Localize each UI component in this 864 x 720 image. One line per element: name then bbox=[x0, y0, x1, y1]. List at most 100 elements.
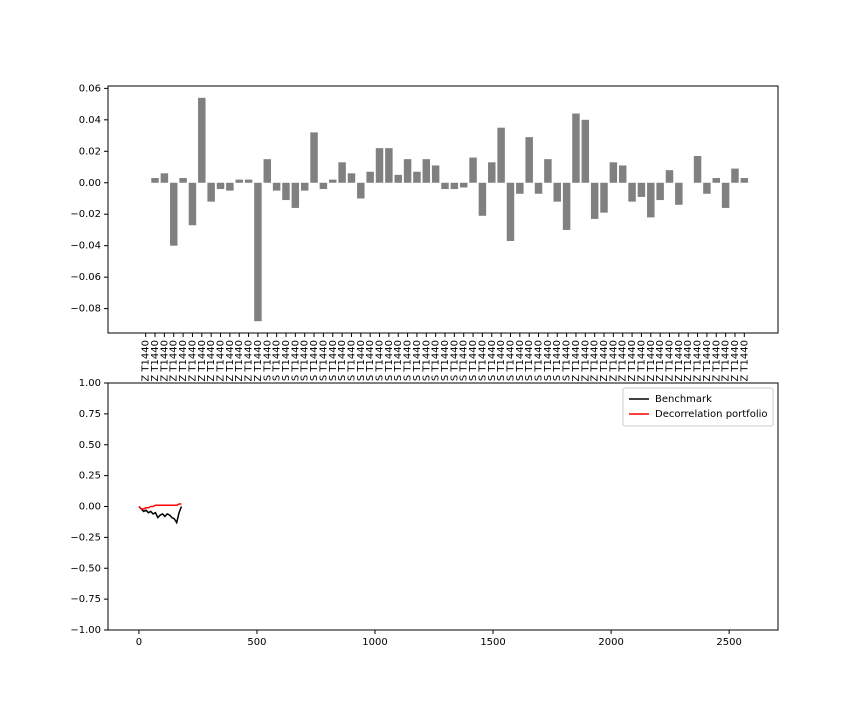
bar bbox=[366, 171, 374, 183]
bar bbox=[618, 165, 627, 183]
bar bbox=[282, 182, 290, 201]
x-tick-label: S T1440 bbox=[337, 340, 348, 381]
x-tick-label: S T1440 bbox=[300, 340, 311, 381]
x-tick-label: Z T1440 bbox=[599, 340, 610, 382]
x-tick-label: Z T1440 bbox=[169, 340, 180, 382]
bar bbox=[431, 165, 440, 183]
x-tick-label: S T1440 bbox=[515, 340, 526, 381]
bar bbox=[525, 137, 533, 183]
bar bbox=[244, 179, 253, 183]
x-tick-label: S T1440 bbox=[459, 340, 470, 381]
bar bbox=[693, 156, 702, 183]
x-tick-label: S T1440 bbox=[281, 340, 292, 381]
bar bbox=[665, 170, 674, 183]
bar bbox=[385, 148, 393, 183]
x-tick-label: Z T1440 bbox=[234, 340, 245, 382]
series-line bbox=[138, 503, 182, 510]
bar bbox=[347, 173, 356, 183]
bar bbox=[675, 182, 683, 205]
x-tick-label: S T1440 bbox=[543, 340, 554, 381]
bar bbox=[310, 132, 318, 183]
bar bbox=[319, 182, 328, 190]
x-tick-label: S T1440 bbox=[487, 340, 498, 381]
x-tick-label: S T1440 bbox=[449, 340, 460, 381]
y-tick-label: 0.06 bbox=[79, 83, 101, 94]
x-tick-label: S T1440 bbox=[477, 340, 488, 381]
y-tick-label: 0.04 bbox=[79, 115, 101, 126]
y-tick-label: 1.00 bbox=[79, 378, 101, 389]
bar bbox=[375, 148, 384, 183]
bar bbox=[160, 173, 169, 183]
bar bbox=[413, 171, 421, 183]
bar bbox=[338, 162, 346, 183]
x-tick-label: Z T1440 bbox=[159, 340, 170, 382]
x-tick-label: S T1440 bbox=[375, 340, 386, 381]
x-tick-label: Z T1440 bbox=[721, 340, 732, 382]
axes-frame bbox=[107, 85, 779, 334]
bar bbox=[207, 182, 215, 202]
x-tick-label: Z T1440 bbox=[730, 340, 741, 382]
x-tick-label: Z T1440 bbox=[590, 340, 601, 382]
legend-label: Decorrelation portfolio bbox=[655, 409, 768, 420]
y-tick-label: −0.25 bbox=[70, 532, 101, 543]
y-tick-label: −0.04 bbox=[70, 241, 101, 252]
y-tick-label: 0.00 bbox=[79, 178, 101, 189]
bar bbox=[506, 182, 515, 241]
x-tick-label: S T1440 bbox=[412, 340, 423, 381]
x-tick-label: S T1440 bbox=[346, 340, 357, 381]
bar bbox=[721, 182, 730, 208]
x-tick-label: S T1440 bbox=[356, 340, 367, 381]
x-tick-label: Z T1440 bbox=[693, 340, 704, 382]
x-tick-label: Z T1440 bbox=[627, 340, 638, 382]
bar bbox=[656, 182, 664, 201]
x-tick-label: Z T1440 bbox=[618, 340, 629, 382]
x-tick-label: Z T1440 bbox=[702, 340, 713, 382]
bar bbox=[300, 182, 309, 191]
x-tick-label: Z T1440 bbox=[150, 340, 161, 382]
bar bbox=[731, 168, 739, 183]
bar bbox=[740, 178, 749, 183]
bar bbox=[534, 182, 543, 194]
x-tick-label: Z T1440 bbox=[683, 340, 694, 382]
legend-label: Benchmark bbox=[655, 394, 712, 405]
bar bbox=[488, 162, 496, 183]
bar bbox=[329, 179, 337, 183]
bar bbox=[394, 174, 402, 183]
x-tick-label: S T1440 bbox=[534, 340, 545, 381]
x-tick-label: Z T1440 bbox=[674, 340, 685, 382]
x-tick-label: Z T1440 bbox=[646, 340, 657, 382]
y-tick-label: −0.75 bbox=[70, 594, 101, 605]
y-tick-label: 0.50 bbox=[79, 440, 101, 451]
y-tick-label: −0.06 bbox=[70, 272, 101, 283]
x-tick-label: Z T1440 bbox=[178, 340, 189, 382]
x-tick-label: 2000 bbox=[598, 637, 623, 648]
y-tick-label: 0.00 bbox=[79, 502, 101, 513]
y-tick-label: −0.08 bbox=[70, 304, 101, 315]
x-tick-label: S T1440 bbox=[496, 340, 507, 381]
bar bbox=[459, 182, 468, 188]
x-tick-label: S T1440 bbox=[421, 340, 432, 381]
bar bbox=[469, 157, 477, 183]
x-tick-label: S T1440 bbox=[309, 340, 320, 381]
bar bbox=[637, 182, 646, 197]
x-tick-label: Z T1440 bbox=[187, 340, 198, 382]
x-tick-label: Z T1440 bbox=[216, 340, 227, 382]
bar bbox=[497, 127, 505, 183]
x-tick-label: 1000 bbox=[362, 637, 387, 648]
x-tick-label: S T1440 bbox=[562, 340, 573, 381]
bar bbox=[600, 182, 608, 213]
y-tick-label: 0.75 bbox=[79, 409, 101, 420]
x-tick-label: S T1440 bbox=[262, 340, 273, 381]
bar bbox=[179, 178, 187, 183]
x-tick-label: 1500 bbox=[480, 637, 505, 648]
bar bbox=[450, 182, 459, 190]
bar bbox=[272, 182, 281, 191]
x-tick-label: Z T1440 bbox=[253, 340, 264, 382]
legend-frame bbox=[622, 387, 774, 427]
x-tick-label: S T1440 bbox=[328, 340, 339, 381]
x-tick-label: Z T1440 bbox=[206, 340, 217, 382]
bar bbox=[263, 159, 272, 183]
x-tick-label: 2500 bbox=[716, 637, 741, 648]
x-tick-label: S T1440 bbox=[290, 340, 301, 381]
